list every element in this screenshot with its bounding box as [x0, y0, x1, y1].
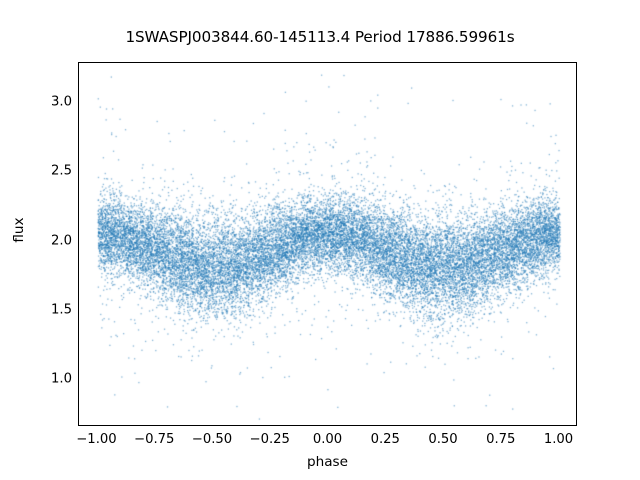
x-tick-mark — [155, 425, 156, 426]
x-tick-mark — [501, 425, 502, 426]
x-tick-label: −0.50 — [191, 432, 233, 447]
x-tick-label: 0.75 — [486, 432, 516, 447]
y-tick-mark — [78, 241, 79, 242]
x-tick-mark — [212, 425, 213, 426]
x-tick-label: −0.25 — [249, 432, 290, 447]
y-tick-mark — [78, 379, 79, 380]
y-tick-label: 2.5 — [51, 163, 72, 179]
x-tick-mark — [97, 425, 98, 426]
x-tick-mark — [444, 425, 445, 426]
x-axis-title: phase — [306, 454, 349, 470]
page-title: 1SWASPJ003844.60-145113.4 Period 17886.5… — [125, 28, 515, 46]
x-tick-label: −0.75 — [134, 432, 175, 447]
x-tick-label: 0.00 — [312, 432, 343, 447]
x-axis-tick-labels: −1.00 −0.75 −0.50 −0.25 0.00 0.25 0.50 0.75 1.00 — [76, 432, 577, 452]
x-tick-mark — [328, 425, 329, 426]
scatter-plot-points — [79, 63, 576, 425]
y-tick-mark — [78, 310, 79, 311]
y-tick-mark — [78, 103, 79, 104]
x-tick-label: 0.25 — [370, 432, 400, 447]
y-axis-tick-labels: 1.0 1.5 2.0 2.5 3.0 — [30, 62, 72, 426]
y-tick-label: 1.5 — [51, 302, 72, 318]
plot-axes — [78, 62, 577, 426]
y-tick-label: 1.0 — [51, 371, 72, 387]
x-tick-label: 1.00 — [543, 432, 574, 447]
x-tick-label: 0.50 — [428, 432, 458, 447]
x-tick-label: −1.00 — [76, 432, 117, 447]
y-tick-label: 3.0 — [51, 94, 72, 110]
y-tick-mark — [78, 172, 79, 173]
x-tick-mark — [559, 425, 560, 426]
y-axis-title: flux — [11, 217, 27, 243]
x-tick-mark — [386, 425, 387, 426]
y-tick-label: 2.0 — [51, 233, 72, 249]
x-tick-mark — [270, 425, 271, 426]
